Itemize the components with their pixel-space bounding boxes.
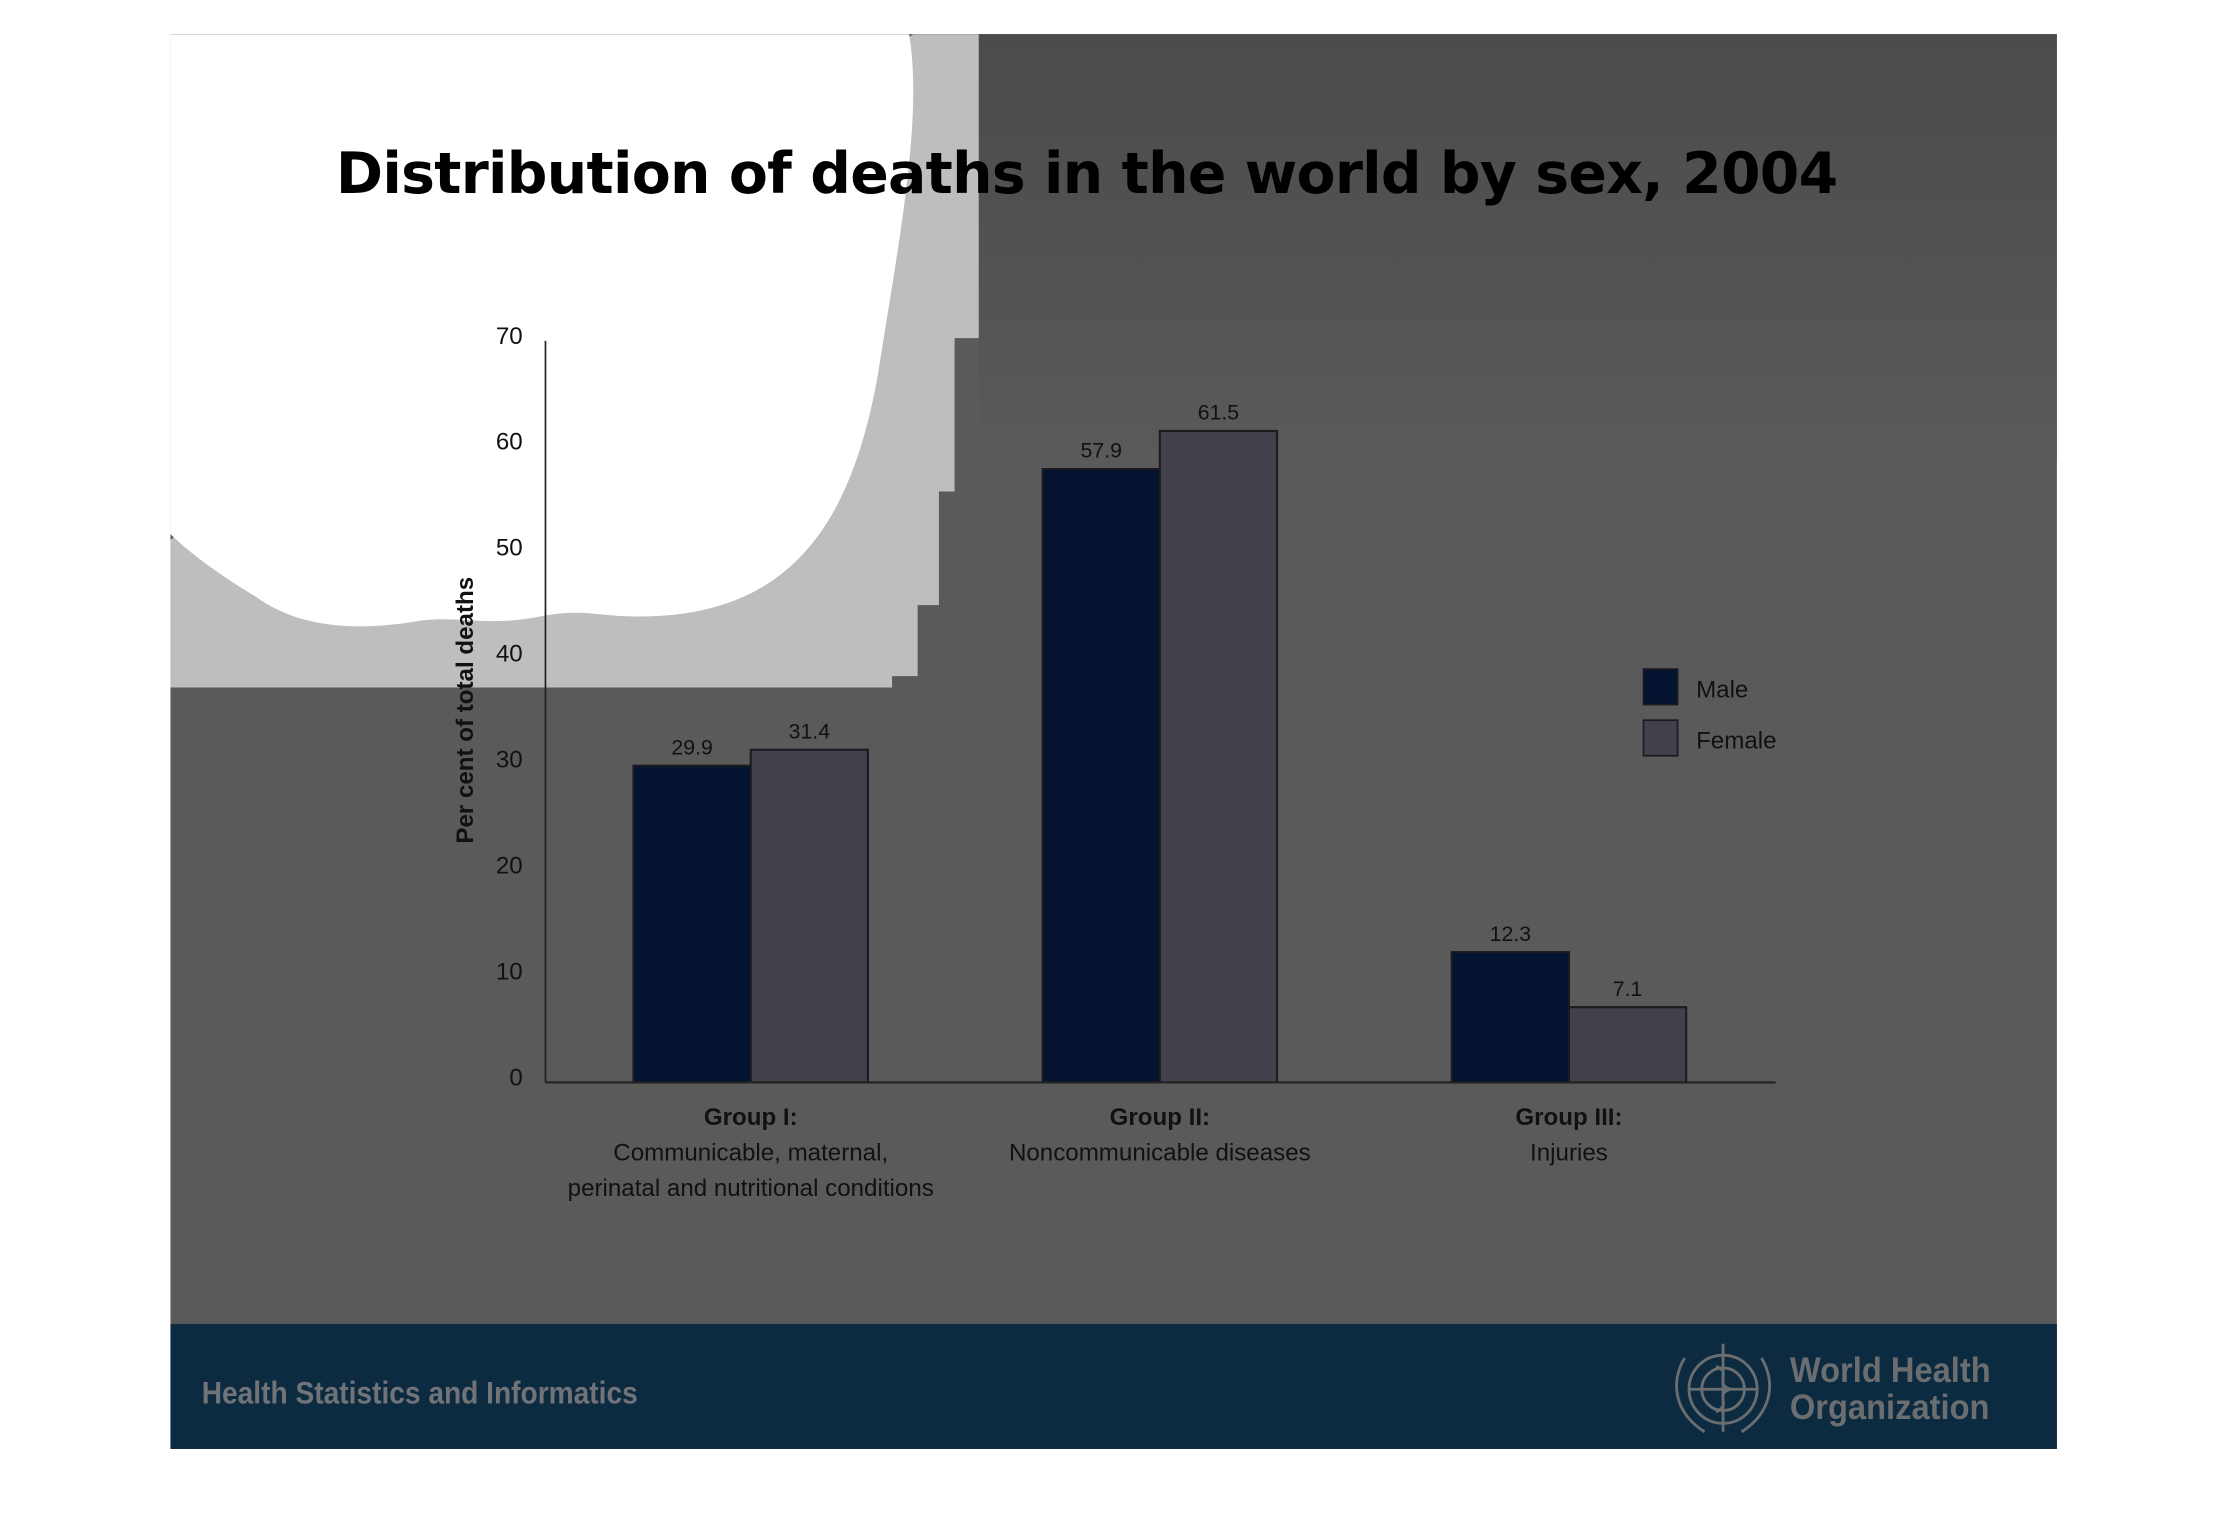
bar-value-label: 61.5 [1198, 401, 1239, 425]
bar-value-label: 12.3 [1490, 922, 1531, 946]
footer-bar: Health Statistics and Informatics World … [170, 1323, 2057, 1449]
bar-female [1567, 1006, 1688, 1084]
bar-male [632, 764, 752, 1084]
category-description: Noncommunicable diseases [1009, 1140, 1311, 1167]
legend-label-female: Female [1696, 728, 1776, 755]
bar-male [1041, 468, 1161, 1084]
decorative-white-shape [170, 34, 979, 688]
category-title: Group I: [704, 1104, 798, 1131]
y-tick-label: 70 [496, 323, 523, 350]
bar-value-label: 29.9 [671, 735, 712, 759]
category-description: Communicable, maternal, [613, 1140, 888, 1167]
category-title: Group II: [1110, 1104, 1211, 1131]
y-tick-label: 0 [509, 1064, 522, 1091]
y-tick-label: 30 [496, 746, 523, 773]
who-logo-line1: World Health [1790, 1350, 1992, 1391]
page-title: Distribution of deaths in the world by s… [335, 142, 1838, 208]
legend-swatch-male [1642, 668, 1679, 706]
y-axis-label: Per cent of total deaths [452, 577, 479, 844]
globe-background [978, 34, 2057, 461]
y-tick-label: 60 [496, 429, 523, 456]
who-emblem-icon [1675, 1343, 1772, 1434]
bar-male [1450, 951, 1571, 1084]
bar-value-label: 31.4 [789, 719, 831, 743]
category-description: perinatal and nutritional conditions [568, 1175, 934, 1202]
y-tick-label: 20 [496, 852, 523, 879]
who-logo-line2: Organization [1790, 1387, 1990, 1428]
bar-female [1158, 429, 1279, 1084]
bar-value-label: 57.9 [1081, 439, 1122, 463]
y-tick-label: 40 [496, 641, 523, 668]
slide-background [170, 34, 2057, 1449]
y-tick-label: 10 [496, 958, 523, 985]
category-description: Injuries [1530, 1140, 1608, 1167]
who-logo: World Health Organization [1665, 1338, 2008, 1440]
bar-female [749, 748, 869, 1084]
legend-swatch-female [1642, 719, 1679, 757]
category-title: Group III: [1515, 1104, 1622, 1131]
legend-label-male: Male [1696, 676, 1748, 703]
bar-value-label: 7.1 [1613, 977, 1643, 1001]
y-tick-label: 50 [496, 535, 523, 562]
footer-department: Health Statistics and Informatics [201, 1375, 638, 1411]
